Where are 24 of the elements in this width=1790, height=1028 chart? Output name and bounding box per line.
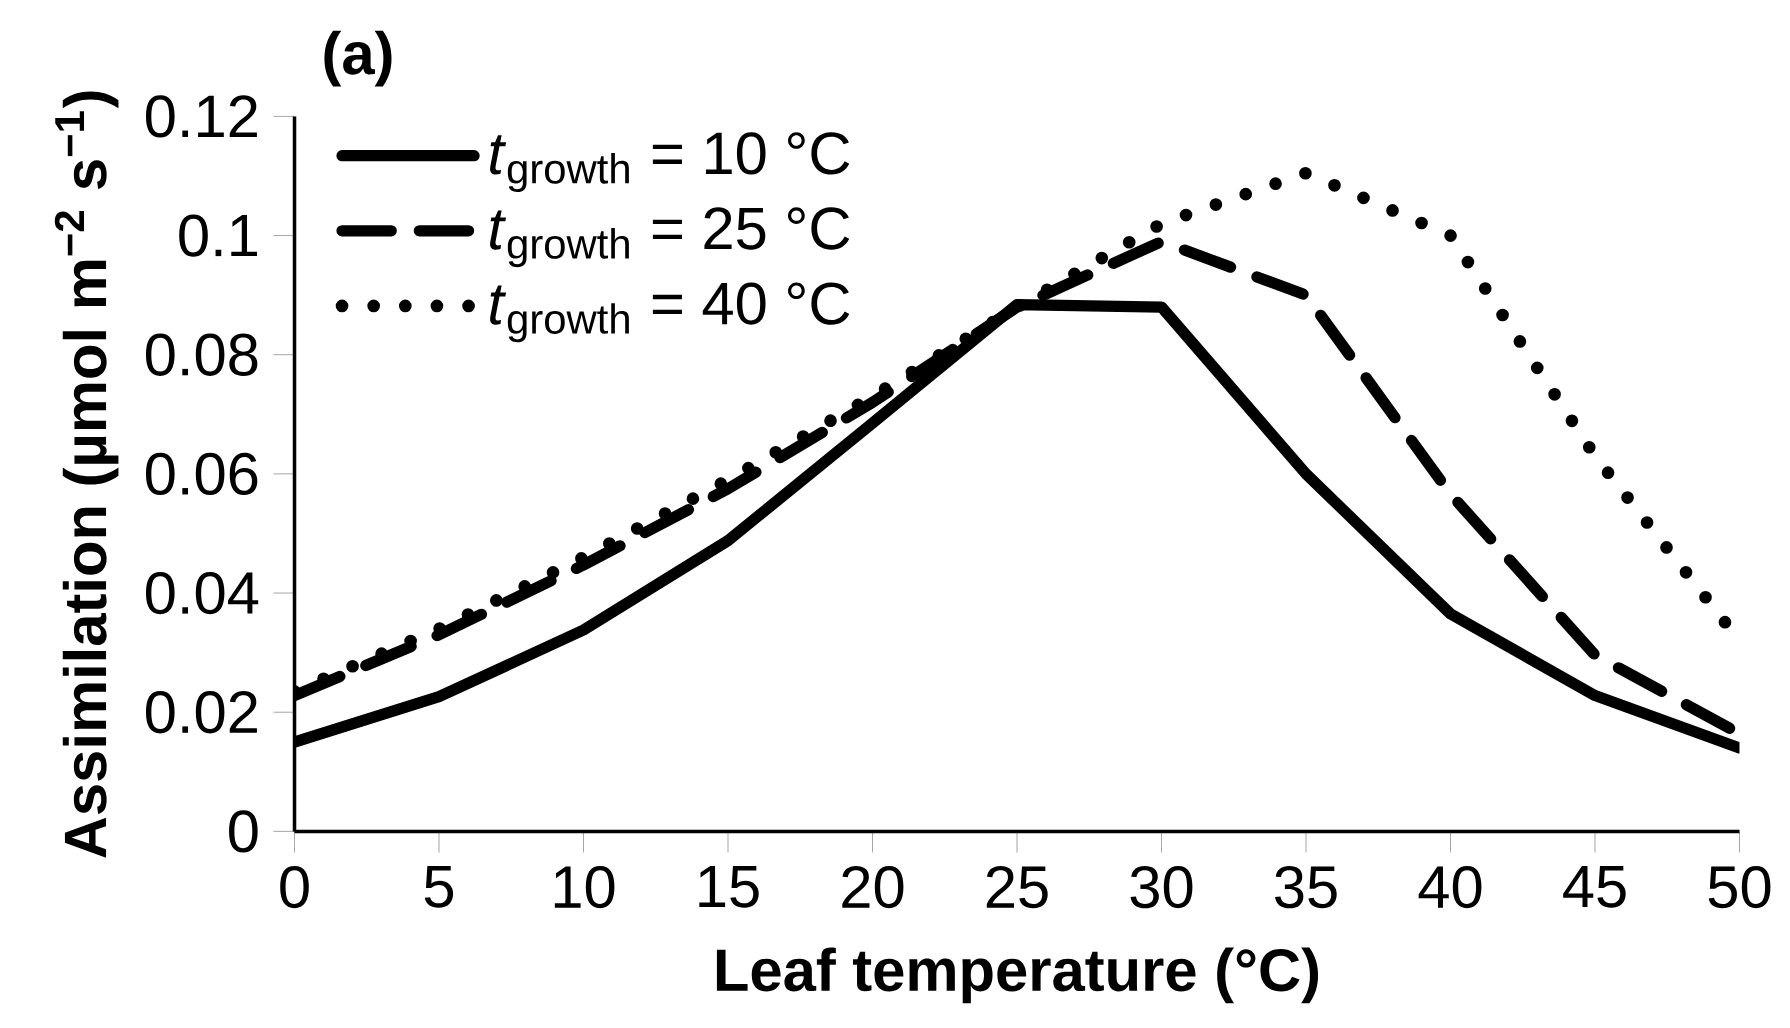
y-tick-label: 0.02 xyxy=(145,691,257,734)
legend-label: t$_{growth}$ = 10 °C xyxy=(490,132,850,193)
y-tick-label: 0.06 xyxy=(145,452,258,496)
x-tick-label: 50 xyxy=(1708,865,1771,909)
x-tick-label: 45 xyxy=(1563,865,1626,908)
x-tick-label: 25 xyxy=(986,865,1048,909)
x-tick-label: 10 xyxy=(554,865,615,909)
y-tick-label: 0 xyxy=(229,810,258,853)
x-tick-label: 5 xyxy=(424,865,454,908)
x-tick-label: 15 xyxy=(699,865,759,908)
x-tick-label: 0 xyxy=(280,865,309,909)
legend-label: t$_{growth}$ = 40 °C xyxy=(490,282,850,343)
x-tick-label: 20 xyxy=(842,865,904,909)
y-tick-label: 0.04 xyxy=(145,571,259,615)
x-tick-label: 40 xyxy=(1418,865,1482,909)
legend-label: t$_{growth}$ = 25 °C xyxy=(490,207,850,268)
y-tick-label: 0.1 xyxy=(179,214,258,257)
chart-title: (a) xyxy=(324,30,392,87)
x-tick-label: 30 xyxy=(1130,865,1193,909)
x-tick-label: 35 xyxy=(1275,865,1337,909)
x-axis-title: Leaf temperature (°C) xyxy=(716,947,1319,1004)
y-axis-title: Assimilation (µmol m$^{−2}$ s$^{−1}$) xyxy=(54,91,119,858)
y-tick-label: 0.12 xyxy=(145,95,257,138)
y-tick-label: 0.08 xyxy=(145,333,258,376)
